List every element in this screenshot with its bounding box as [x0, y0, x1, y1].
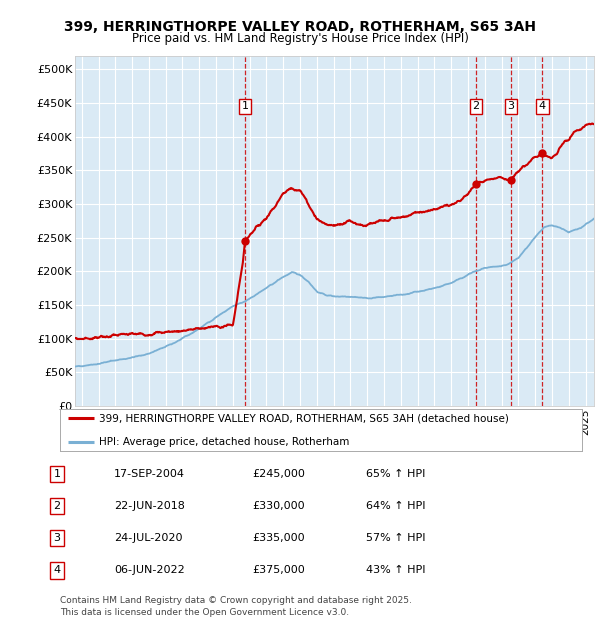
Text: 2: 2 [53, 501, 61, 511]
Text: 57% ↑ HPI: 57% ↑ HPI [366, 533, 425, 543]
Text: 4: 4 [53, 565, 61, 575]
Text: Contains HM Land Registry data © Crown copyright and database right 2025.
This d: Contains HM Land Registry data © Crown c… [60, 596, 412, 617]
Text: 17-SEP-2004: 17-SEP-2004 [114, 469, 185, 479]
Text: 3: 3 [53, 533, 61, 543]
Text: 06-JUN-2022: 06-JUN-2022 [114, 565, 185, 575]
Text: 4: 4 [539, 101, 546, 112]
Text: £375,000: £375,000 [252, 565, 305, 575]
Text: 22-JUN-2018: 22-JUN-2018 [114, 501, 185, 511]
Text: 43% ↑ HPI: 43% ↑ HPI [366, 565, 425, 575]
Text: £330,000: £330,000 [252, 501, 305, 511]
Text: 1: 1 [53, 469, 61, 479]
Text: £335,000: £335,000 [252, 533, 305, 543]
Text: 399, HERRINGTHORPE VALLEY ROAD, ROTHERHAM, S65 3AH (detached house): 399, HERRINGTHORPE VALLEY ROAD, ROTHERHA… [99, 414, 509, 423]
Text: Price paid vs. HM Land Registry's House Price Index (HPI): Price paid vs. HM Land Registry's House … [131, 32, 469, 45]
Text: 3: 3 [508, 101, 515, 112]
Text: HPI: Average price, detached house, Rotherham: HPI: Average price, detached house, Roth… [99, 437, 350, 447]
Text: 64% ↑ HPI: 64% ↑ HPI [366, 501, 425, 511]
Text: 1: 1 [241, 101, 248, 112]
Text: 2: 2 [472, 101, 479, 112]
Text: 65% ↑ HPI: 65% ↑ HPI [366, 469, 425, 479]
Text: 24-JUL-2020: 24-JUL-2020 [114, 533, 182, 543]
Text: 399, HERRINGTHORPE VALLEY ROAD, ROTHERHAM, S65 3AH: 399, HERRINGTHORPE VALLEY ROAD, ROTHERHA… [64, 20, 536, 34]
Text: £245,000: £245,000 [252, 469, 305, 479]
